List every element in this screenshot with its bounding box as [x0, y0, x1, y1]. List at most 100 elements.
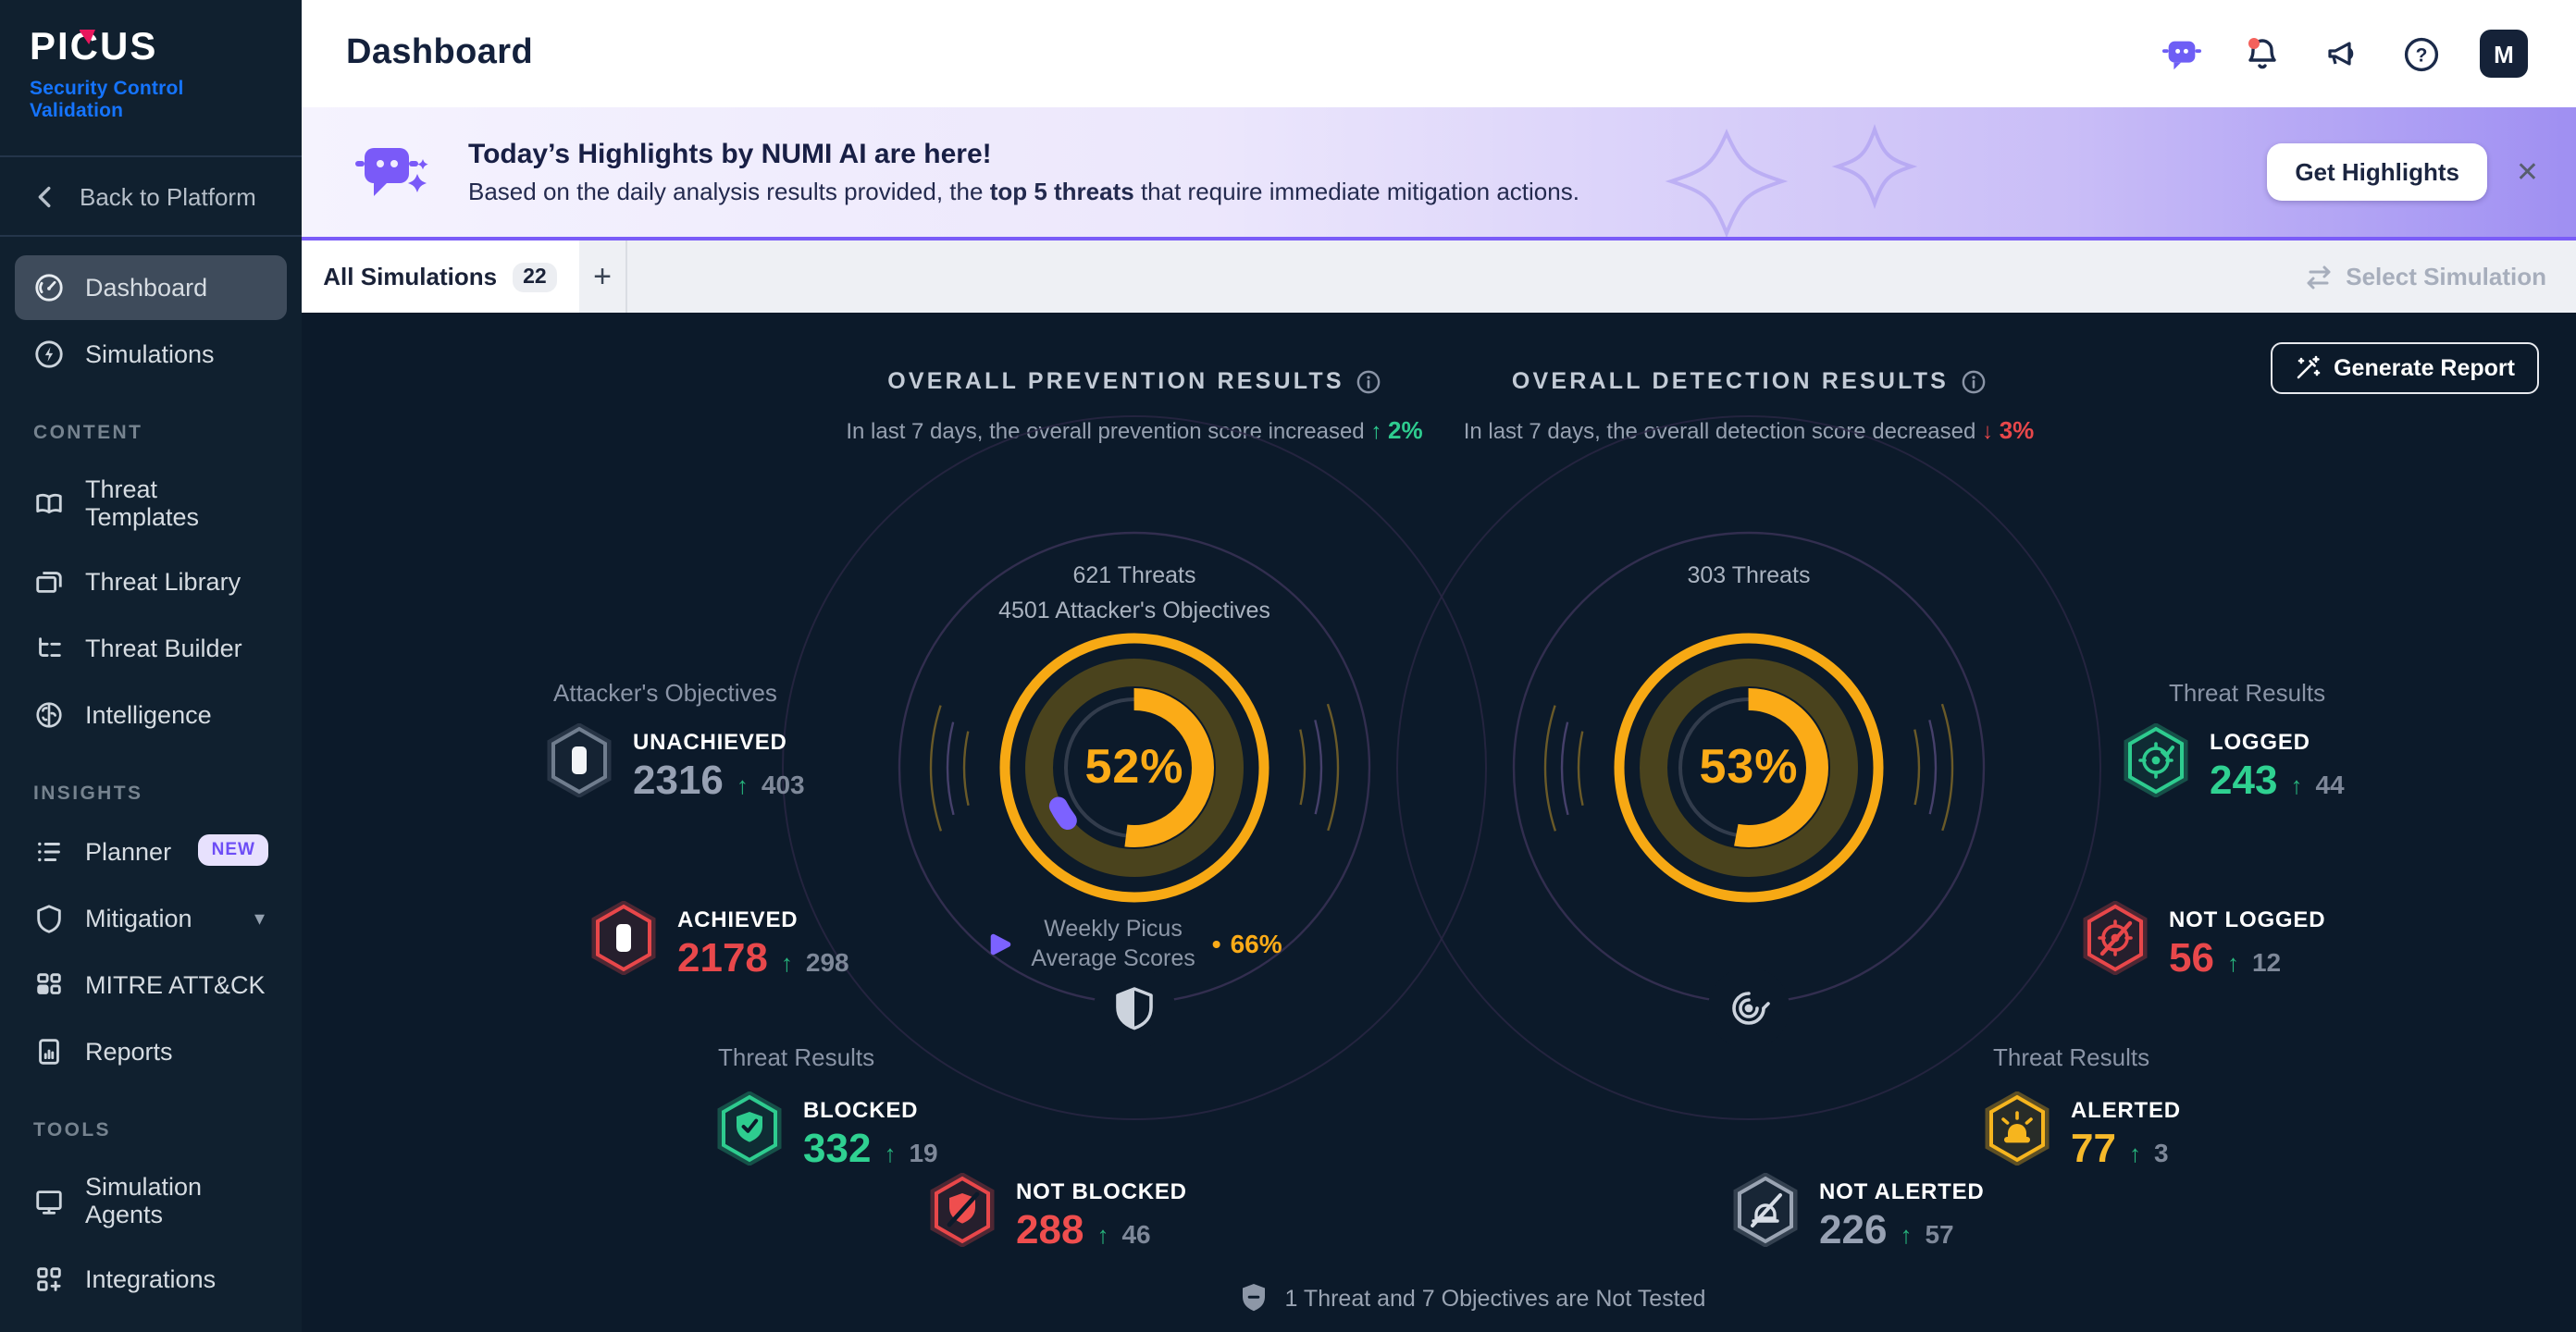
- detection-trend: In last 7 days, the overall detection sc…: [1463, 416, 2035, 444]
- sidebar-item-simulations[interactable]: Simulations: [15, 322, 287, 387]
- achieved-flag-icon: [591, 901, 656, 975]
- dashboard-icon: [35, 274, 63, 302]
- banner-close-icon[interactable]: ✕: [2515, 157, 2539, 189]
- prevention-shield-icon: [1094, 968, 1175, 1049]
- simulations-icon: [35, 340, 63, 368]
- sidebar-section-tools: TOOLS: [33, 1119, 111, 1142]
- detection-target-icon: [1708, 968, 1790, 1049]
- detection-threat-count: 303 Threats: [1687, 562, 1811, 588]
- threat-results-label: Threat Results: [718, 1043, 875, 1071]
- sidebar-item-simulation-agents[interactable]: Simulation Agents: [15, 1156, 287, 1245]
- not-alerted-siren-icon: [1733, 1173, 1798, 1247]
- sidebar-section-insights: INSIGHTS: [33, 783, 143, 806]
- up-arrow-icon: ↑: [2128, 1140, 2141, 1167]
- banner-star-decoration: [1665, 124, 1918, 237]
- page-title: Dashboard: [346, 33, 534, 72]
- generate-report-button[interactable]: Generate Report: [2271, 342, 2539, 394]
- sidebar-item-label: Reports: [85, 1038, 173, 1067]
- library-icon: [36, 572, 62, 593]
- monitor-icon: [36, 1190, 62, 1214]
- top-bar: Dashboard ? M: [302, 0, 2576, 107]
- chevron-left-icon: [38, 186, 51, 207]
- sidebar-item-label: Threat Library: [85, 568, 242, 597]
- stat-not-logged: NOT LOGGED 56 ↑ 12: [2082, 901, 2325, 979]
- planner-icon: [38, 842, 60, 862]
- numi-robot-icon: [353, 137, 431, 207]
- sidebar-item-label: Integrations: [85, 1265, 217, 1294]
- sidebar-item-planner[interactable]: Planner NEW: [15, 820, 287, 884]
- shield-minus-icon: [1243, 1284, 1266, 1312]
- shield-icon: [37, 905, 61, 933]
- up-arrow-icon: ↑: [780, 949, 793, 977]
- detection-score: 53%: [1699, 738, 1799, 794]
- prevention-title: OVERALL PREVENTION RESULTS: [616, 368, 1653, 394]
- numi-ai-icon[interactable]: [2161, 33, 2202, 74]
- threat-results-label: Threat Results: [1993, 1043, 2150, 1071]
- sidebar-item-reports[interactable]: Reports: [15, 1019, 287, 1084]
- sidebar-item-label: Planner: [85, 838, 172, 867]
- brand-logo: PICUS Security Control Validation: [0, 0, 302, 137]
- not-tested-note: 1 Threat and 7 Objectives are Not Tested: [1168, 1282, 1778, 1314]
- sidebar-item-mitigation[interactable]: Mitigation ▾: [15, 886, 287, 951]
- notifications-bell-icon[interactable]: [2241, 33, 2282, 74]
- stat-blocked: BLOCKED 332 ↑ 19: [716, 1092, 938, 1169]
- numi-highlights-banner: Today’s Highlights by NUMI AI are here! …: [302, 107, 2576, 240]
- sidebar-item-integrations[interactable]: Integrations: [15, 1247, 287, 1312]
- stat-alerted: ALERTED 77 ↑ 3: [1984, 1092, 2181, 1169]
- info-icon[interactable]: [1357, 369, 1381, 393]
- weekly-average-legend: Weekly Picus Average Scores • 66%: [857, 914, 1412, 974]
- back-to-platform[interactable]: Back to Platform: [0, 155, 302, 238]
- sidebar-item-label: Dashboard: [85, 274, 208, 302]
- book-icon: [36, 493, 62, 513]
- sidebar-item-intelligence[interactable]: Intelligence: [15, 683, 287, 747]
- legend-pointer-icon: [991, 933, 1011, 955]
- dashboard-panel: Generate Report OVERALL PREVENTION RESUL…: [302, 313, 2576, 1332]
- svg-text:?: ?: [2415, 43, 2427, 65]
- threat-results-label: Threat Results: [2169, 679, 2326, 707]
- alerted-siren-icon: [1985, 1092, 2050, 1166]
- select-simulation-button[interactable]: Select Simulation: [2303, 240, 2576, 313]
- report-doc-icon: [39, 1039, 59, 1065]
- up-arrow-icon: ↑: [2226, 949, 2239, 977]
- stat-not-alerted: NOT ALERTED 226 ↑ 57: [1732, 1173, 1985, 1251]
- sidebar-item-mitre-attack[interactable]: MITRE ATT&CK: [15, 953, 287, 1018]
- stat-unachieved: UNACHIEVED 2316 ↑ 403: [546, 723, 805, 801]
- prevention-score: 52%: [1084, 738, 1184, 794]
- sidebar-item-label: Simulation Agents: [85, 1173, 203, 1229]
- swap-arrows-icon: [2306, 265, 2330, 289]
- stat-logged: LOGGED 243 ↑ 44: [2123, 723, 2345, 801]
- up-arrow-icon: ↑: [1096, 1221, 1109, 1249]
- sidebar-section-content: CONTENT: [33, 422, 143, 445]
- user-avatar[interactable]: M: [2480, 30, 2528, 78]
- sidebar-item-dashboard[interactable]: Dashboard: [15, 255, 287, 321]
- detection-title: OVERALL DETECTION RESULTS: [1231, 368, 2267, 394]
- sidebar-item-label: Simulations: [85, 340, 215, 369]
- sidebar-item-label: MITRE ATT&CK: [85, 971, 266, 1000]
- up-arrow-icon: ↑: [2290, 771, 2303, 799]
- sidebar-item-threat-builder[interactable]: Threat Builder: [15, 616, 287, 681]
- tab-all-simulations[interactable]: All Simulations 22: [302, 240, 579, 313]
- banner-title: Today’s Highlights by NUMI AI are here!: [468, 139, 992, 170]
- attackers-objectives-label: Attacker's Objectives: [553, 679, 777, 707]
- get-highlights-button[interactable]: Get Highlights: [2267, 143, 2487, 201]
- help-icon[interactable]: ?: [2400, 33, 2441, 74]
- magic-wand-icon: [2297, 355, 2321, 379]
- simulation-tabbar: All Simulations 22 + Select Simulation: [302, 240, 2576, 313]
- chevron-down-icon: ▾: [254, 908, 265, 931]
- up-arrow-icon: ↑: [884, 1140, 897, 1167]
- integrations-icon: [37, 1267, 61, 1291]
- announcements-megaphone-icon[interactable]: [2321, 33, 2361, 74]
- blocked-shield-icon: [717, 1092, 782, 1166]
- add-tab-button[interactable]: +: [579, 240, 627, 313]
- banner-subtitle: Based on the daily analysis results prov…: [468, 178, 1579, 205]
- sidebar-item-threat-templates[interactable]: Threat Templates: [15, 459, 287, 548]
- sidebar-item-label: Mitigation: [85, 905, 192, 933]
- sidebar-item-threat-library[interactable]: Threat Library: [15, 549, 287, 614]
- not-blocked-shield-icon: [930, 1173, 995, 1247]
- tab-count-badge: 22: [512, 262, 558, 291]
- sidebar-item-label: Threat Builder: [85, 635, 242, 663]
- brand-tagline: Security Control Validation: [30, 78, 184, 123]
- sidebar: PICUS Security Control Validation Back t…: [0, 0, 302, 1332]
- info-icon[interactable]: [1962, 369, 1986, 393]
